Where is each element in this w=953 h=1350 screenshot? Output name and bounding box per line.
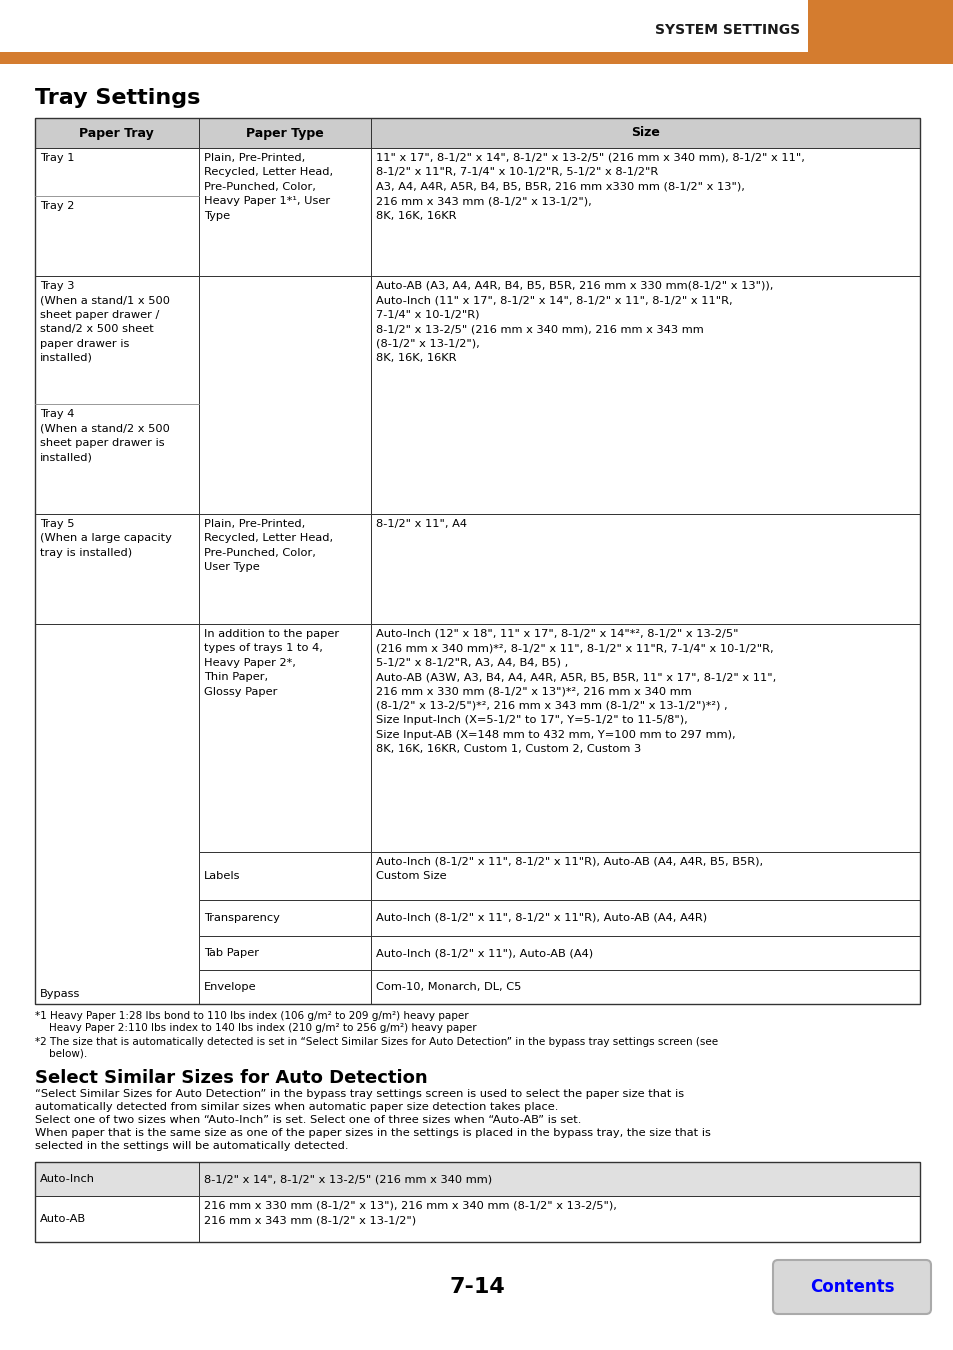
Text: 216 mm x 330 mm (8-1/2" x 13"), 216 mm x 340 mm (8-1/2" x 13-2/5"),
216 mm x 343: 216 mm x 330 mm (8-1/2" x 13"), 216 mm x… [204, 1202, 616, 1226]
Text: Auto-Inch (8-1/2" x 11", 8-1/2" x 11"R), Auto-AB (A4, A4R): Auto-Inch (8-1/2" x 11", 8-1/2" x 11"R),… [375, 913, 707, 923]
Bar [198, 900, 371, 936]
Bar [0, 53, 953, 63]
Bar [35, 275, 198, 514]
Bar [198, 117, 371, 148]
Text: Paper Tray: Paper Tray [79, 127, 154, 139]
Bar [371, 117, 919, 148]
Text: Paper Type: Paper Type [246, 127, 324, 139]
Bar [371, 514, 919, 624]
Text: Envelope: Envelope [204, 981, 256, 992]
Bar [198, 1162, 919, 1196]
Bar [35, 514, 198, 624]
Text: Tray 3
(When a stand/1 x 500
sheet paper drawer /
stand/2 x 500 sheet
paper draw: Tray 3 (When a stand/1 x 500 sheet paper… [40, 281, 170, 363]
Text: Tray Settings: Tray Settings [35, 88, 200, 108]
Text: 7-14: 7-14 [449, 1277, 504, 1297]
Text: Com-10, Monarch, DL, C5: Com-10, Monarch, DL, C5 [375, 981, 521, 992]
FancyBboxPatch shape [772, 1260, 930, 1314]
Text: 8-1/2" x 14", 8-1/2" x 13-2/5" (216 mm x 340 mm): 8-1/2" x 14", 8-1/2" x 13-2/5" (216 mm x… [204, 1174, 492, 1184]
Text: Select Similar Sizes for Auto Detection: Select Similar Sizes for Auto Detection [35, 1069, 427, 1087]
Text: Auto-Inch (12" x 18", 11" x 17", 8-1/2" x 14"*², 8-1/2" x 13-2/5"
(216 mm x 340 : Auto-Inch (12" x 18", 11" x 17", 8-1/2" … [375, 629, 776, 755]
Text: Tray 2: Tray 2 [40, 201, 74, 211]
Text: Auto-AB: Auto-AB [40, 1214, 86, 1224]
Bar [35, 1162, 198, 1196]
Bar [35, 1196, 198, 1242]
Text: 11" x 17", 8-1/2" x 14", 8-1/2" x 13-2/5" (216 mm x 340 mm), 8-1/2" x 11",
8-1/2: 11" x 17", 8-1/2" x 14", 8-1/2" x 13-2/5… [375, 153, 804, 220]
Bar [807, 0, 953, 53]
Bar [198, 148, 371, 275]
Text: automatically detected from similar sizes when automatic paper size detection ta: automatically detected from similar size… [35, 1102, 558, 1112]
Text: Auto-AB (A3, A4, A4R, B4, B5, B5R, 216 mm x 330 mm(8-1/2" x 13")),
Auto-Inch (11: Auto-AB (A3, A4, A4R, B4, B5, B5R, 216 m… [375, 281, 773, 363]
Bar [198, 852, 371, 900]
Text: *2 The size that is automatically detected is set in “Select Similar Sizes for A: *2 The size that is automatically detect… [35, 1037, 718, 1048]
Text: below).: below). [49, 1049, 87, 1058]
Text: selected in the settings will be automatically detected.: selected in the settings will be automat… [35, 1141, 348, 1152]
Text: Size: Size [631, 127, 659, 139]
Text: Tab Paper: Tab Paper [204, 948, 258, 958]
Text: In addition to the paper
types of trays 1 to 4,
Heavy Paper 2*,
Thin Paper,
Glos: In addition to the paper types of trays … [204, 629, 338, 697]
Bar [371, 936, 919, 971]
Text: Tray 5
(When a large capacity
tray is installed): Tray 5 (When a large capacity tray is in… [40, 518, 172, 558]
Text: SYSTEM SETTINGS: SYSTEM SETTINGS [654, 23, 800, 36]
Text: Contents: Contents [809, 1278, 893, 1296]
Text: 8-1/2" x 11", A4: 8-1/2" x 11", A4 [375, 518, 467, 529]
Text: *1 Heavy Paper 1:28 lbs bond to 110 lbs index (106 g/m² to 209 g/m²) heavy paper: *1 Heavy Paper 1:28 lbs bond to 110 lbs … [35, 1011, 468, 1021]
Bar [371, 852, 919, 900]
Text: Transparency: Transparency [204, 913, 279, 923]
Bar [371, 624, 919, 852]
Bar [371, 971, 919, 1004]
Text: Labels: Labels [204, 871, 240, 882]
Text: Plain, Pre-Printed,
Recycled, Letter Head,
Pre-Punched, Color,
User Type: Plain, Pre-Printed, Recycled, Letter Hea… [204, 518, 333, 572]
Text: When paper that is the same size as one of the paper sizes in the settings is pl: When paper that is the same size as one … [35, 1129, 710, 1138]
Bar [35, 624, 198, 1004]
Text: Tray 1: Tray 1 [40, 153, 74, 163]
Text: Plain, Pre-Printed,
Recycled, Letter Head,
Pre-Punched, Color,
Heavy Paper 1*¹, : Plain, Pre-Printed, Recycled, Letter Hea… [204, 153, 333, 220]
Bar [35, 117, 198, 148]
Text: Auto-Inch: Auto-Inch [40, 1174, 95, 1184]
Bar [198, 936, 371, 971]
Bar [198, 514, 371, 624]
Text: Select one of two sizes when “Auto-Inch” is set. Select one of three sizes when : Select one of two sizes when “Auto-Inch”… [35, 1115, 580, 1125]
Text: Auto-Inch (8-1/2" x 11"), Auto-AB (A4): Auto-Inch (8-1/2" x 11"), Auto-AB (A4) [375, 948, 593, 958]
Bar [35, 1162, 919, 1242]
Text: Heavy Paper 2:110 lbs index to 140 lbs index (210 g/m² to 256 g/m²) heavy paper: Heavy Paper 2:110 lbs index to 140 lbs i… [49, 1023, 476, 1033]
Bar [371, 275, 919, 514]
Text: Bypass: Bypass [40, 990, 80, 999]
Bar [198, 971, 371, 1004]
Text: Auto-Inch (8-1/2" x 11", 8-1/2" x 11"R), Auto-AB (A4, A4R, B5, B5R),
Custom Size: Auto-Inch (8-1/2" x 11", 8-1/2" x 11"R),… [375, 857, 762, 882]
Text: Tray 4
(When a stand/2 x 500
sheet paper drawer is
installed): Tray 4 (When a stand/2 x 500 sheet paper… [40, 409, 170, 462]
Bar [371, 900, 919, 936]
Bar [198, 275, 371, 514]
Bar [35, 117, 919, 1004]
Bar [371, 148, 919, 275]
Text: “Select Similar Sizes for Auto Detection” in the bypass tray settings screen is : “Select Similar Sizes for Auto Detection… [35, 1089, 683, 1099]
Bar [198, 1196, 919, 1242]
Bar [35, 148, 198, 275]
Bar [198, 624, 371, 852]
